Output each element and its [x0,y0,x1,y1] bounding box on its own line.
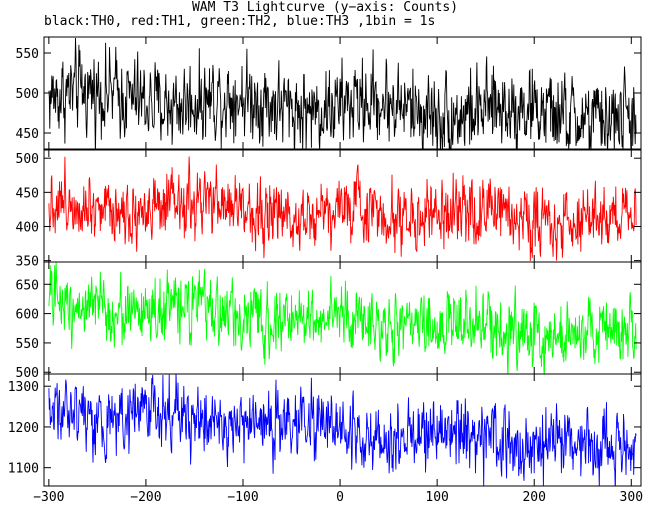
series-line-TH0 [48,37,637,149]
y-tick-label: 500 [16,152,39,167]
panels-layer: 450 500 550 350 400 450 500 500 550 600 650 1100 120… [8,36,642,487]
chart-title: WAM T3 Lightcurve (y−axis: Counts) [191,0,459,15]
y-tick-label: 350 [16,255,39,270]
y-tick-label: 1300 [8,380,39,395]
panel-TH0: 450 500 550 [16,36,642,150]
y-tick-label: 600 [16,308,39,323]
series-line-TH1 [48,156,637,262]
y-tick-label: 500 [16,366,39,381]
y-tick-label: 450 [16,127,39,142]
chart-subtitle: black:TH0, red:TH1, green:TH2, blue:TH3 … [44,14,436,29]
y-tick-label: 550 [16,47,39,62]
series-line-TH3 [48,374,637,486]
y-tick-label: 450 [16,186,39,201]
panel-TH3: 1100 1200 1300 [8,373,642,487]
x-tick-label: 300 [620,490,643,505]
x-tick-label: −200 [130,490,161,505]
x-tick-label: 0 [336,490,344,505]
panel-TH1: 350 400 450 500 [16,149,642,270]
panel-TH2: 500 550 600 650 [16,261,642,381]
y-tick-label: 650 [16,278,39,293]
y-tick-label: 1100 [8,462,39,477]
x-tick-label: −100 [227,490,258,505]
panel-frame [43,373,642,487]
x-tick-label: −300 [33,490,64,505]
y-tick-label: 500 [16,87,39,102]
y-tick-label: 550 [16,337,39,352]
series-line-TH2 [48,262,637,374]
x-tick-label: 100 [425,490,448,505]
x-axis: −300 −200 −100 0 100 200 300 [33,490,643,505]
y-tick-label: 400 [16,220,39,235]
y-tick-label: 1200 [8,421,39,436]
x-tick-label: 200 [522,490,545,505]
panel-frame [43,261,642,375]
